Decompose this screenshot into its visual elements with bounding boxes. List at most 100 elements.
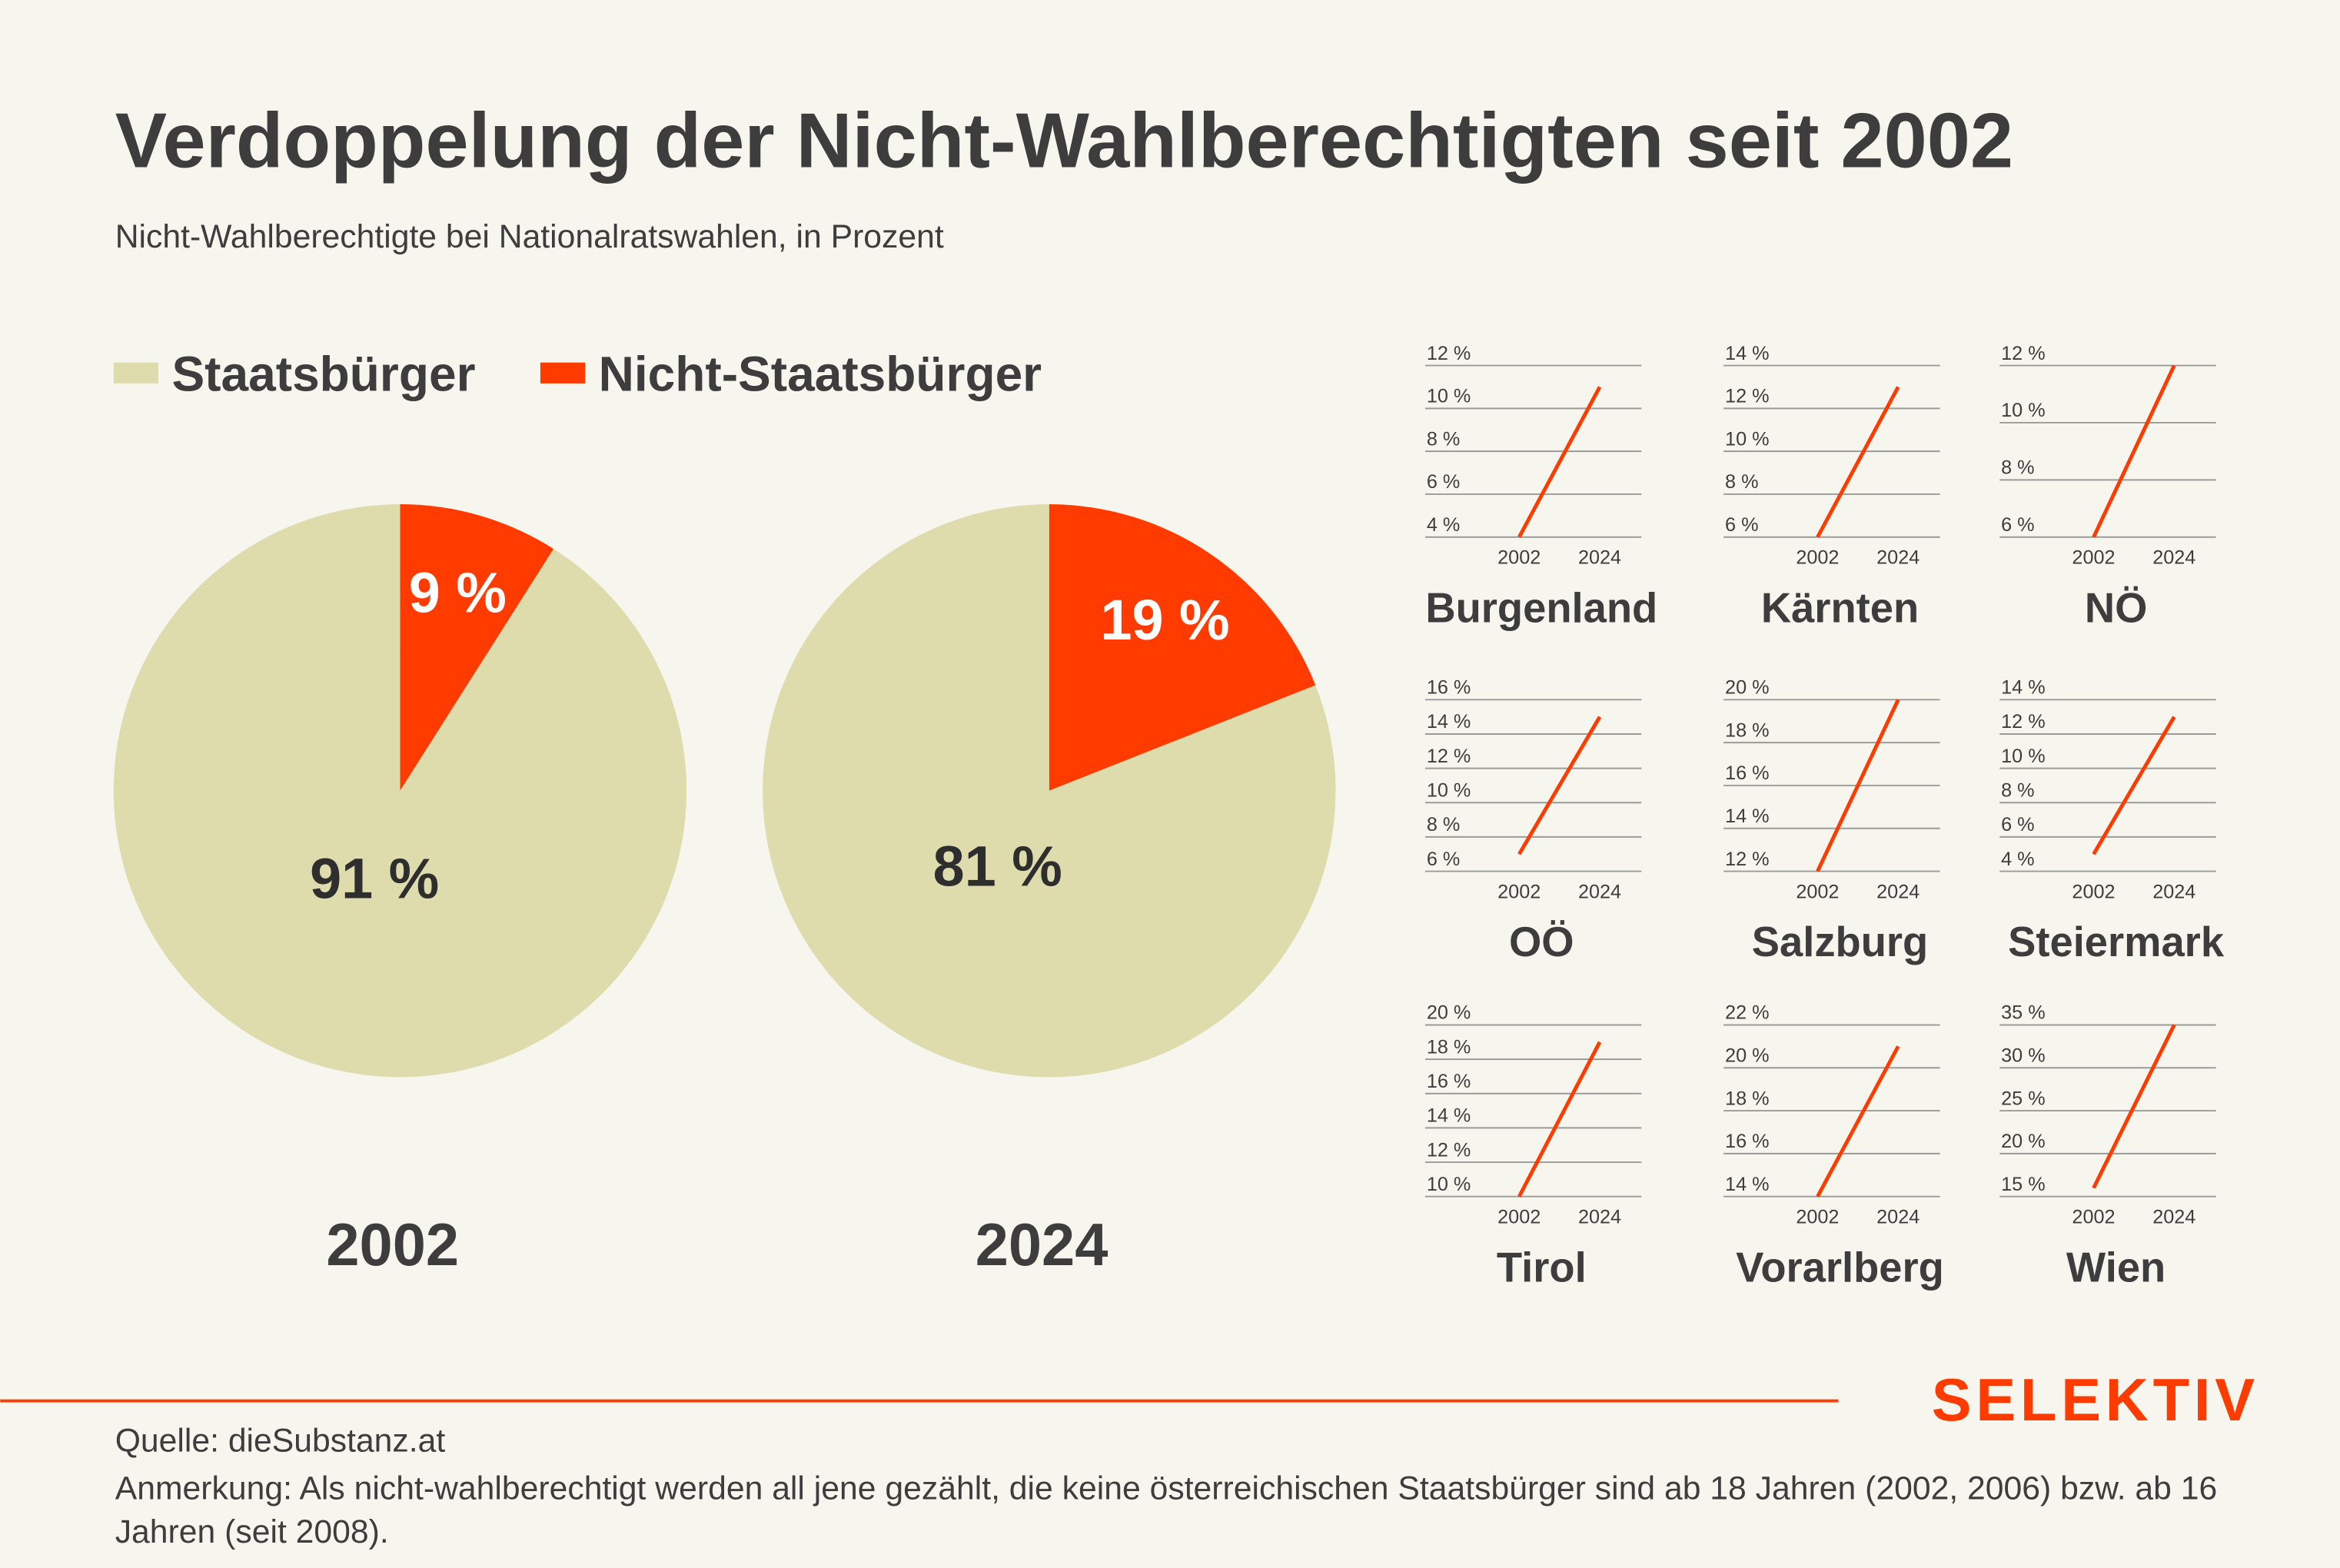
line xyxy=(2092,716,2176,855)
line xyxy=(1816,699,1900,872)
y-tick-label: 12 % xyxy=(1725,386,1769,407)
x-tick-label: 2002 xyxy=(2072,1207,2115,1228)
line xyxy=(1517,716,1602,855)
line xyxy=(2092,364,2176,538)
x-tick-label: 2002 xyxy=(2072,547,2115,569)
y-tick-label: 25 % xyxy=(2001,1088,2045,1109)
y-tick-label: 6 % xyxy=(2001,514,2034,536)
y-tick-label: 8 % xyxy=(2001,779,2034,801)
y-tick-label: 8 % xyxy=(1427,428,1460,450)
region-title: Wien xyxy=(2066,1244,2165,1291)
y-tick-label: 12 % xyxy=(1427,1139,1471,1161)
y-tick-label: 35 % xyxy=(2001,1002,2045,1024)
pie-slice xyxy=(1049,504,1316,791)
slice-label: 19 % xyxy=(1101,588,1230,652)
y-tick-label: 8 % xyxy=(1427,814,1460,835)
y-tick-label: 16 % xyxy=(1427,1071,1471,1092)
y-tick-label: 6 % xyxy=(1725,514,1758,536)
y-tick-label: 12 % xyxy=(2001,343,2045,364)
note-box: Anmerkung: Als nicht-wahlberechtigt werd… xyxy=(115,1469,2218,1550)
line xyxy=(1517,386,1602,538)
y-tick-label: 10 % xyxy=(1427,779,1471,801)
x-tick-label: 2024 xyxy=(2152,547,2195,569)
line xyxy=(1816,386,1900,538)
y-tick-label: 14 % xyxy=(1725,806,1769,827)
x-tick-label: 2002 xyxy=(1796,881,1839,902)
y-tick-label: 30 % xyxy=(2001,1045,2045,1067)
region-title: Burgenland xyxy=(1425,584,1657,631)
y-tick-label: 8 % xyxy=(1725,471,1758,493)
line xyxy=(1517,1041,1602,1198)
region-title: NÖ xyxy=(2085,584,2148,631)
x-tick-label: 2024 xyxy=(1578,881,1621,902)
region-title: Kärnten xyxy=(1761,584,1919,631)
x-tick-label: 2024 xyxy=(2152,881,2195,902)
region-title: OÖ xyxy=(1509,919,1574,965)
x-tick-label: 2024 xyxy=(2152,1207,2195,1228)
y-tick-label: 14 % xyxy=(1725,1174,1769,1195)
y-tick-label: 14 % xyxy=(1427,1105,1471,1127)
source: Quelle: dieSubstanz.at xyxy=(115,1423,446,1460)
y-tick-label: 8 % xyxy=(2001,457,2034,479)
y-tick-label: 12 % xyxy=(1725,849,1769,870)
y-tick-label: 22 % xyxy=(1725,1002,1769,1024)
x-tick-label: 2024 xyxy=(1876,1207,1920,1228)
y-tick-label: 18 % xyxy=(1427,1036,1471,1058)
page-title: Verdoppelung der Nicht-Wahlberechtigten … xyxy=(115,98,2013,184)
pie-year: 2024 xyxy=(976,1212,1109,1278)
slice-label: 81 % xyxy=(933,835,1062,899)
y-tick-label: 18 % xyxy=(1725,719,1769,741)
legend-swatch xyxy=(540,362,586,384)
pie-year: 2002 xyxy=(326,1212,459,1278)
legend-label: Nicht-Staatsbürger xyxy=(599,347,1042,402)
x-tick-label: 2024 xyxy=(1876,881,1920,902)
slice-label: 91 % xyxy=(310,846,439,910)
brand-logo: SELEKTIV xyxy=(1932,1367,2259,1433)
y-tick-label: 6 % xyxy=(2001,814,2034,835)
y-tick-label: 6 % xyxy=(1427,471,1460,493)
y-tick-label: 15 % xyxy=(2001,1174,2045,1195)
x-tick-label: 2002 xyxy=(1497,1207,1541,1228)
y-tick-label: 4 % xyxy=(2001,849,2034,870)
pie-slice xyxy=(113,504,687,1078)
y-tick-label: 20 % xyxy=(2001,1131,2045,1152)
x-tick-label: 2002 xyxy=(1796,1207,1839,1228)
x-tick-label: 2002 xyxy=(1497,881,1541,902)
y-tick-label: 14 % xyxy=(1725,343,1769,364)
y-tick-label: 14 % xyxy=(2001,677,2045,699)
region-title: Vorarlberg xyxy=(1736,1244,1944,1291)
pie-slice xyxy=(400,504,554,791)
x-tick-label: 2002 xyxy=(1497,547,1541,569)
y-tick-label: 16 % xyxy=(1725,1131,1769,1152)
y-tick-label: 12 % xyxy=(1427,343,1471,364)
y-tick-label: 18 % xyxy=(1725,1088,1769,1109)
y-tick-label: 4 % xyxy=(1427,514,1460,536)
y-tick-label: 20 % xyxy=(1427,1002,1471,1024)
y-tick-label: 10 % xyxy=(2001,746,2045,767)
y-tick-label: 10 % xyxy=(1427,1174,1471,1195)
x-tick-label: 2002 xyxy=(2072,881,2115,902)
y-tick-label: 6 % xyxy=(1427,849,1460,870)
y-tick-label: 14 % xyxy=(1427,711,1471,733)
y-tick-label: 20 % xyxy=(1725,677,1769,699)
y-tick-label: 10 % xyxy=(1427,386,1471,407)
x-tick-label: 2024 xyxy=(1578,547,1621,569)
region-title: Steiermark xyxy=(2008,919,2225,965)
x-tick-label: 2002 xyxy=(1796,547,1839,569)
page-subtitle: Nicht-Wahlberechtigte bei Nationalratswa… xyxy=(115,218,944,255)
note: Anmerkung: Als nicht-wahlberechtigt werd… xyxy=(115,1469,2218,1550)
pie-slice xyxy=(763,504,1336,1078)
y-tick-label: 20 % xyxy=(1725,1045,1769,1067)
region-title: Tirol xyxy=(1497,1244,1587,1291)
x-tick-label: 2024 xyxy=(1578,1207,1621,1228)
x-tick-label: 2024 xyxy=(1876,547,1920,569)
line xyxy=(2092,1024,2176,1189)
legend-label: Staatsbürger xyxy=(171,347,475,402)
y-tick-label: 16 % xyxy=(1427,677,1471,699)
y-tick-label: 10 % xyxy=(1725,428,1769,450)
y-tick-label: 10 % xyxy=(2001,400,2045,421)
legend-swatch xyxy=(113,362,158,384)
y-tick-label: 16 % xyxy=(1725,762,1769,784)
y-tick-label: 12 % xyxy=(2001,711,2045,733)
